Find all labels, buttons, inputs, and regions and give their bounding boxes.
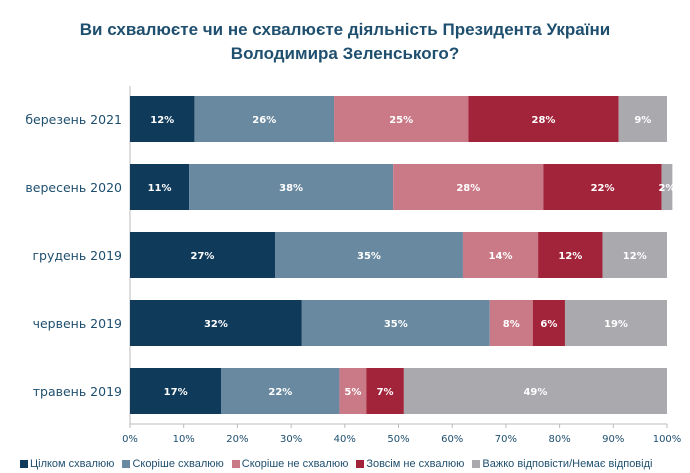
- legend: Цілком схвалюю Скоріше схвалюю Скоріше не …: [20, 458, 685, 470]
- data-label: 12%: [623, 251, 647, 262]
- legend-label: Цілком схвалюю: [30, 458, 115, 470]
- data-label: 12%: [150, 115, 174, 126]
- legend-swatch: [20, 460, 28, 468]
- x-tick-label: 20%: [226, 434, 248, 445]
- data-label: 35%: [384, 319, 408, 330]
- x-tick-label: 70%: [495, 434, 517, 445]
- x-tick-label: 60%: [441, 434, 463, 445]
- legend-item: Скоріше не схвалюю: [231, 458, 349, 470]
- bar-segment: [393, 164, 544, 210]
- bar-segment: [661, 164, 673, 210]
- x-tick-label: 50%: [387, 434, 409, 445]
- x-tick-label: 0%: [122, 434, 138, 445]
- data-label: 32%: [204, 319, 228, 330]
- data-label: 6%: [540, 319, 557, 330]
- data-label: 17%: [164, 387, 188, 398]
- data-label: 11%: [148, 183, 172, 194]
- legend-label: Скоріше не схвалюю: [241, 458, 349, 470]
- category-label: червень 2019: [33, 316, 122, 331]
- title-line-1: Ви схвалюєте чи не схвалюєте діяльність …: [79, 20, 611, 39]
- category-label: грудень 2019: [32, 248, 122, 263]
- bar-segment: [130, 164, 190, 210]
- bar-segment: [189, 164, 394, 210]
- legend-swatch: [472, 460, 481, 468]
- legend-label: Скоріше схвалюю: [132, 458, 224, 470]
- legend-item: Цілком схвалюю: [20, 458, 114, 470]
- category-label: березень 2021: [25, 112, 122, 127]
- bar-segment: [403, 368, 667, 414]
- bar-segment: [339, 368, 367, 414]
- legend-swatch: [231, 460, 240, 468]
- legend-item: Скоріше схвалюю: [122, 458, 224, 470]
- bar-segment: [130, 368, 222, 414]
- data-label: 49%: [523, 387, 547, 398]
- data-label: 38%: [279, 183, 303, 194]
- bar-segment: [334, 96, 469, 142]
- bar-segment: [489, 300, 533, 346]
- chart-title: Ви схвалюєте чи не схвалюєте діяльність …: [0, 18, 690, 66]
- bar-segment: [130, 232, 275, 278]
- legend-label: Важко відповісти/Немає відповіді: [482, 458, 653, 470]
- bar-segment: [462, 232, 539, 278]
- data-label: 7%: [377, 387, 394, 398]
- data-label: 26%: [252, 115, 276, 126]
- data-label: 25%: [389, 115, 413, 126]
- x-tick-label: 10%: [173, 434, 195, 445]
- x-tick-label: 80%: [548, 434, 570, 445]
- data-label: 2%: [659, 183, 676, 194]
- data-label: 9%: [634, 115, 651, 126]
- bar-segment: [618, 96, 667, 142]
- x-tick-label: 100%: [653, 434, 682, 445]
- data-label: 14%: [489, 251, 513, 262]
- title-line-2: Володимира Зеленського?: [230, 44, 460, 63]
- data-label: 5%: [344, 387, 361, 398]
- data-label: 28%: [456, 183, 480, 194]
- bar-segment: [532, 300, 565, 346]
- bar-segment: [543, 164, 662, 210]
- category-label: вересень 2020: [25, 180, 122, 195]
- bar-segment: [221, 368, 340, 414]
- bar-segment: [366, 368, 404, 414]
- data-label: 35%: [357, 251, 381, 262]
- data-label: 27%: [191, 251, 215, 262]
- bar-segment: [301, 300, 490, 346]
- x-tick-label: 30%: [280, 434, 302, 445]
- data-label: 12%: [558, 251, 582, 262]
- x-tick-label: 40%: [334, 434, 356, 445]
- data-label: 8%: [503, 319, 520, 330]
- x-tick-label: 90%: [602, 434, 624, 445]
- category-label: травень 2019: [33, 384, 122, 399]
- data-label: 28%: [532, 115, 556, 126]
- bar-segment: [130, 96, 195, 142]
- legend-swatch: [356, 460, 365, 468]
- bar-segment: [564, 300, 667, 346]
- legend-item: Зовсім не схвалюю: [356, 458, 464, 470]
- data-label: 22%: [268, 387, 292, 398]
- bar-segment: [602, 232, 667, 278]
- legend-item: Важко відповісти/Немає відповіді: [472, 458, 652, 470]
- bar-segment: [274, 232, 463, 278]
- legend-label: Зовсім не схвалюю: [366, 458, 465, 470]
- bar-segment: [538, 232, 603, 278]
- data-label: 22%: [591, 183, 615, 194]
- data-label: 19%: [604, 319, 628, 330]
- bar-segment: [468, 96, 619, 142]
- legend-swatch: [122, 460, 131, 468]
- bar-segment: [130, 300, 302, 346]
- bar-segment: [194, 96, 335, 142]
